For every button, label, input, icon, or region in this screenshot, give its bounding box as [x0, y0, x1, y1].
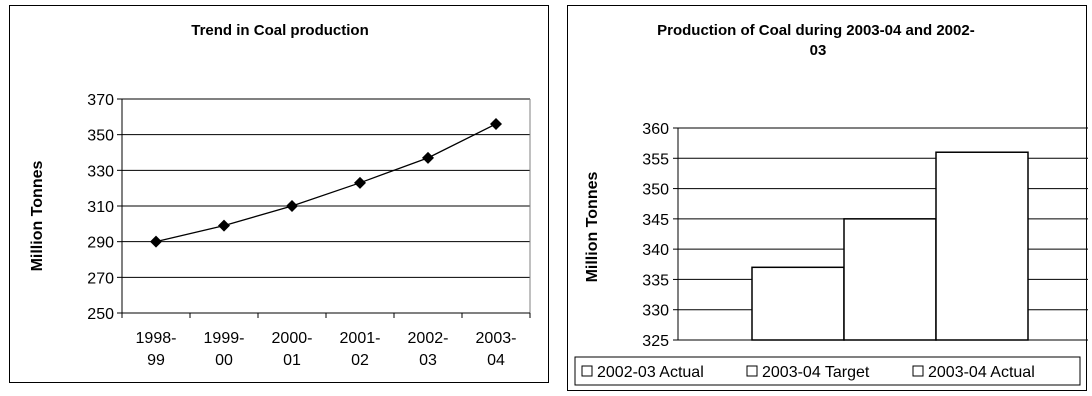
data-point-marker: [218, 219, 230, 232]
y-tick-label: 350: [642, 182, 669, 199]
x-tick-label-line: 02: [351, 352, 369, 369]
y-tick-label: 345: [642, 212, 669, 229]
data-point-marker: [490, 117, 502, 130]
legend-label: 2003-04 Target: [762, 364, 870, 381]
bar: [843, 218, 937, 341]
y-tick-label: 330: [642, 303, 669, 320]
y-tick-label: 340: [642, 242, 669, 259]
y-tick-label: 250: [87, 306, 114, 323]
bars: [751, 151, 1029, 341]
series-line-path: [155, 123, 497, 243]
x-tick-label-line: 2000-: [272, 330, 313, 347]
x-tick-label-line: 99: [147, 352, 165, 369]
legend-swatch: [581, 365, 593, 377]
axes: [117, 98, 531, 318]
y-tick-label: 290: [87, 235, 114, 252]
x-tick-label-line: 1998-: [136, 330, 177, 347]
coal-production-bar-chart: Production of Coal during 2003-04 and 20…: [574, 22, 1088, 386]
y-tick-labels: 325 330 335 340 345 350 355 360: [642, 121, 669, 350]
legend-swatch: [912, 365, 924, 377]
y-axis-label: Million Tonnes: [584, 172, 601, 283]
legend: 2002-03 Actual 2003-04 Target 2003-04 Actu…: [574, 356, 1081, 386]
y-tick-labels: 250 270 290 310 330 350 370: [87, 92, 114, 323]
gridlines: [122, 98, 531, 313]
x-tick-labels: 1998- 99 1999- 00 2000- 01 2001- 02 2002- 03 2003-…: [136, 330, 517, 369]
coal-production-bar-chart-panel: Production of Coal during 2003-04 and 20…: [567, 5, 1088, 391]
x-tick-label: 1998- 99: [136, 330, 177, 369]
y-tick-label: 355: [642, 151, 669, 168]
chart-title-line-1: Production of Coal during 2003-04 and 20…: [657, 22, 975, 39]
bar: [935, 151, 1029, 341]
x-tick-label-line: 2003-: [476, 330, 517, 347]
y-tick-label: 330: [87, 163, 114, 180]
x-tick-label-line: 2001-: [340, 330, 381, 347]
legend-box: [574, 356, 1081, 386]
data-point-marker: [422, 151, 434, 164]
legend-swatch: [746, 365, 758, 377]
y-tick-label: 370: [87, 92, 114, 109]
x-tick-label: 2002- 03: [408, 330, 449, 369]
x-tick-label: 2003- 04: [476, 330, 517, 369]
y-tick-label: 270: [87, 270, 114, 287]
x-tick-label-line: 2002-: [408, 330, 449, 347]
chart-title: Trend in Coal production: [191, 22, 369, 39]
x-tick-label: 2000- 01: [272, 330, 313, 369]
x-tick-label-line: 04: [487, 352, 505, 369]
chart-title: Production of Coal during 2003-04 and 20…: [657, 22, 979, 59]
chart-title-line-2: 03: [810, 42, 827, 59]
legend-label: 2002-03 Actual: [597, 364, 704, 381]
y-tick-label: 360: [642, 121, 669, 138]
x-tick-label-line: 1999-: [204, 330, 245, 347]
y-tick-label: 350: [87, 128, 114, 145]
bar: [751, 266, 845, 341]
data-point-marker: [150, 235, 162, 248]
data-point-marker: [354, 176, 366, 189]
x-tick-label-line: 03: [419, 352, 437, 369]
y-tick-label: 335: [642, 272, 669, 289]
coal-trend-chart-panel: Trend in Coal production Million Tonnes …: [9, 5, 549, 383]
legend-label: 2003-04 Actual: [928, 364, 1035, 381]
x-tick-label-line: 01: [283, 352, 301, 369]
y-tick-label: 325: [642, 333, 669, 350]
x-tick-label-line: 00: [215, 352, 233, 369]
x-tick-label: 1999- 00: [204, 330, 245, 369]
coal-trend-chart: Trend in Coal production Million Tonnes …: [29, 22, 531, 369]
series-line: [150, 117, 502, 248]
y-axis-label: Million Tonnes: [29, 161, 46, 272]
x-tick-label: 2001- 02: [340, 330, 381, 369]
data-point-marker: [286, 200, 298, 212]
axes: [673, 127, 1088, 341]
y-tick-label: 310: [87, 199, 114, 216]
